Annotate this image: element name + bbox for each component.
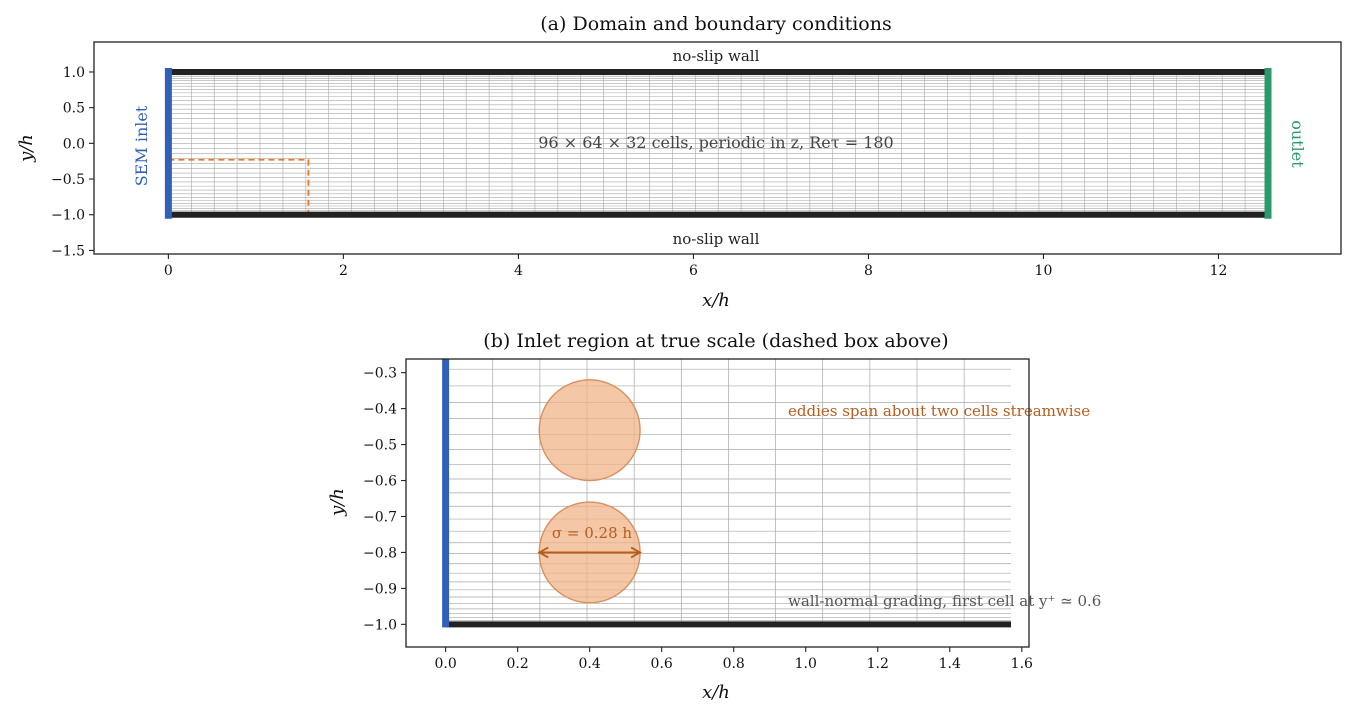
- panel-b-y-tick-label: −0.6: [363, 474, 397, 490]
- panel-a-y-tick-label: −1.5: [51, 243, 85, 259]
- panel-a-outlet-label: outlet: [1288, 120, 1307, 168]
- panel-b-y-tick-label: −0.8: [363, 545, 397, 561]
- panel-a-axes-frame: [93, 41, 1342, 255]
- sigma-arrow-head-right: [630, 546, 642, 559]
- panel-b-eddy-label: eddies span about two cells streamwise: [788, 402, 1090, 420]
- panel-b-x-tick-label: 1.4: [939, 656, 961, 672]
- panel-a-x-tick-label: 4: [514, 263, 523, 279]
- panel-b-y-tick-label: −0.3: [363, 366, 397, 382]
- panel-a-y-tick-label: −0.5: [51, 172, 85, 188]
- panel-a-top-wall-label: no-slip wall: [673, 47, 760, 65]
- panel-b-y-tick-label: −0.7: [363, 509, 397, 525]
- panel-b-y-tick-label: −0.9: [363, 581, 397, 597]
- panel-b-y-tick-label: −0.4: [363, 402, 397, 418]
- panel-b-y-tick-label: −1.0: [363, 617, 397, 633]
- panel-b-x-tick-label: 1.6: [1011, 656, 1033, 672]
- eddy-circle: [538, 379, 641, 482]
- panel-b-eddies: [538, 379, 641, 604]
- panel-a-y-tick-label: 1.0: [63, 65, 85, 81]
- panel-a-y-tick-label: 0.0: [63, 136, 85, 152]
- panel-b-x-tick-label: 0.4: [579, 656, 601, 672]
- panel-a-x-tick-label: 0: [164, 263, 173, 279]
- panel-a: (a) Domain and boundary conditions 0 2 4 6 8…: [16, 13, 1342, 311]
- panel-b-y-tick-label: −0.5: [363, 438, 397, 454]
- panel-a-xlabel: x/h: [702, 290, 730, 311]
- panel-b-x-tick-label: 1.0: [795, 656, 817, 672]
- panel-a-x-tick-label: 10: [1035, 263, 1053, 279]
- panel-b-y-ticks: −0.3 −0.4 −0.5 −0.6 −0.7 −0.8 −0.9 −1.0: [363, 366, 406, 633]
- panel-b-x-tick-label: 0.0: [434, 656, 456, 672]
- panel-b-axes-frame: [405, 358, 1030, 648]
- panel-a-x-tick-label: 2: [339, 263, 348, 279]
- panel-b-title: (b) Inlet region at true scale (dashed b…: [483, 330, 948, 352]
- panel-b-grading-label: wall-normal grading, first cell at y⁺ ≃ …: [788, 592, 1101, 610]
- panel-b-x-tick-label: 0.2: [507, 656, 529, 672]
- panel-a-mesh-label: 96 × 64 × 32 cells, periodic in z, Reτ =…: [538, 133, 893, 152]
- sigma-arrow-head-left: [537, 546, 549, 559]
- panel-a-inlet-label: SEM inlet: [132, 105, 151, 186]
- panel-a-y-tick-label: 0.5: [63, 101, 85, 117]
- panel-b-x-ticks: 0.0 0.2 0.4 0.6 0.8 1.0 1.2 1.4 1.6: [434, 647, 1033, 672]
- panel-a-bottom-wall-label: no-slip wall: [673, 230, 760, 248]
- panel-a-y-tick-label: −1.0: [51, 208, 85, 224]
- panel-b-sigma-arrow: [537, 546, 642, 559]
- panel-a-x-ticks: 0 2 4 6 8 10 12: [164, 254, 1227, 279]
- panel-b-x-tick-label: 1.2: [867, 656, 889, 672]
- panel-a-x-tick-label: 6: [689, 263, 698, 279]
- panel-a-title: (a) Domain and boundary conditions: [540, 13, 891, 35]
- panel-b-mesh: [445, 359, 1011, 625]
- panel-b-x-tick-label: 0.6: [651, 656, 673, 672]
- panel-b: (b) Inlet region at true scale (dashed b…: [327, 330, 1101, 703]
- panel-b-sigma-label: σ = 0.28 h: [552, 524, 633, 542]
- panel-a-y-ticks: 1.0 0.5 0.0 −0.5 −1.0 −1.5: [51, 65, 94, 259]
- panel-a-ylabel: y/h: [16, 134, 37, 163]
- panel-a-x-tick-label: 12: [1210, 263, 1228, 279]
- panel-b-ylabel: y/h: [327, 488, 348, 517]
- panel-b-xlabel: x/h: [702, 682, 730, 703]
- panel-b-x-tick-label: 0.8: [723, 656, 745, 672]
- panel-a-x-tick-label: 8: [864, 263, 873, 279]
